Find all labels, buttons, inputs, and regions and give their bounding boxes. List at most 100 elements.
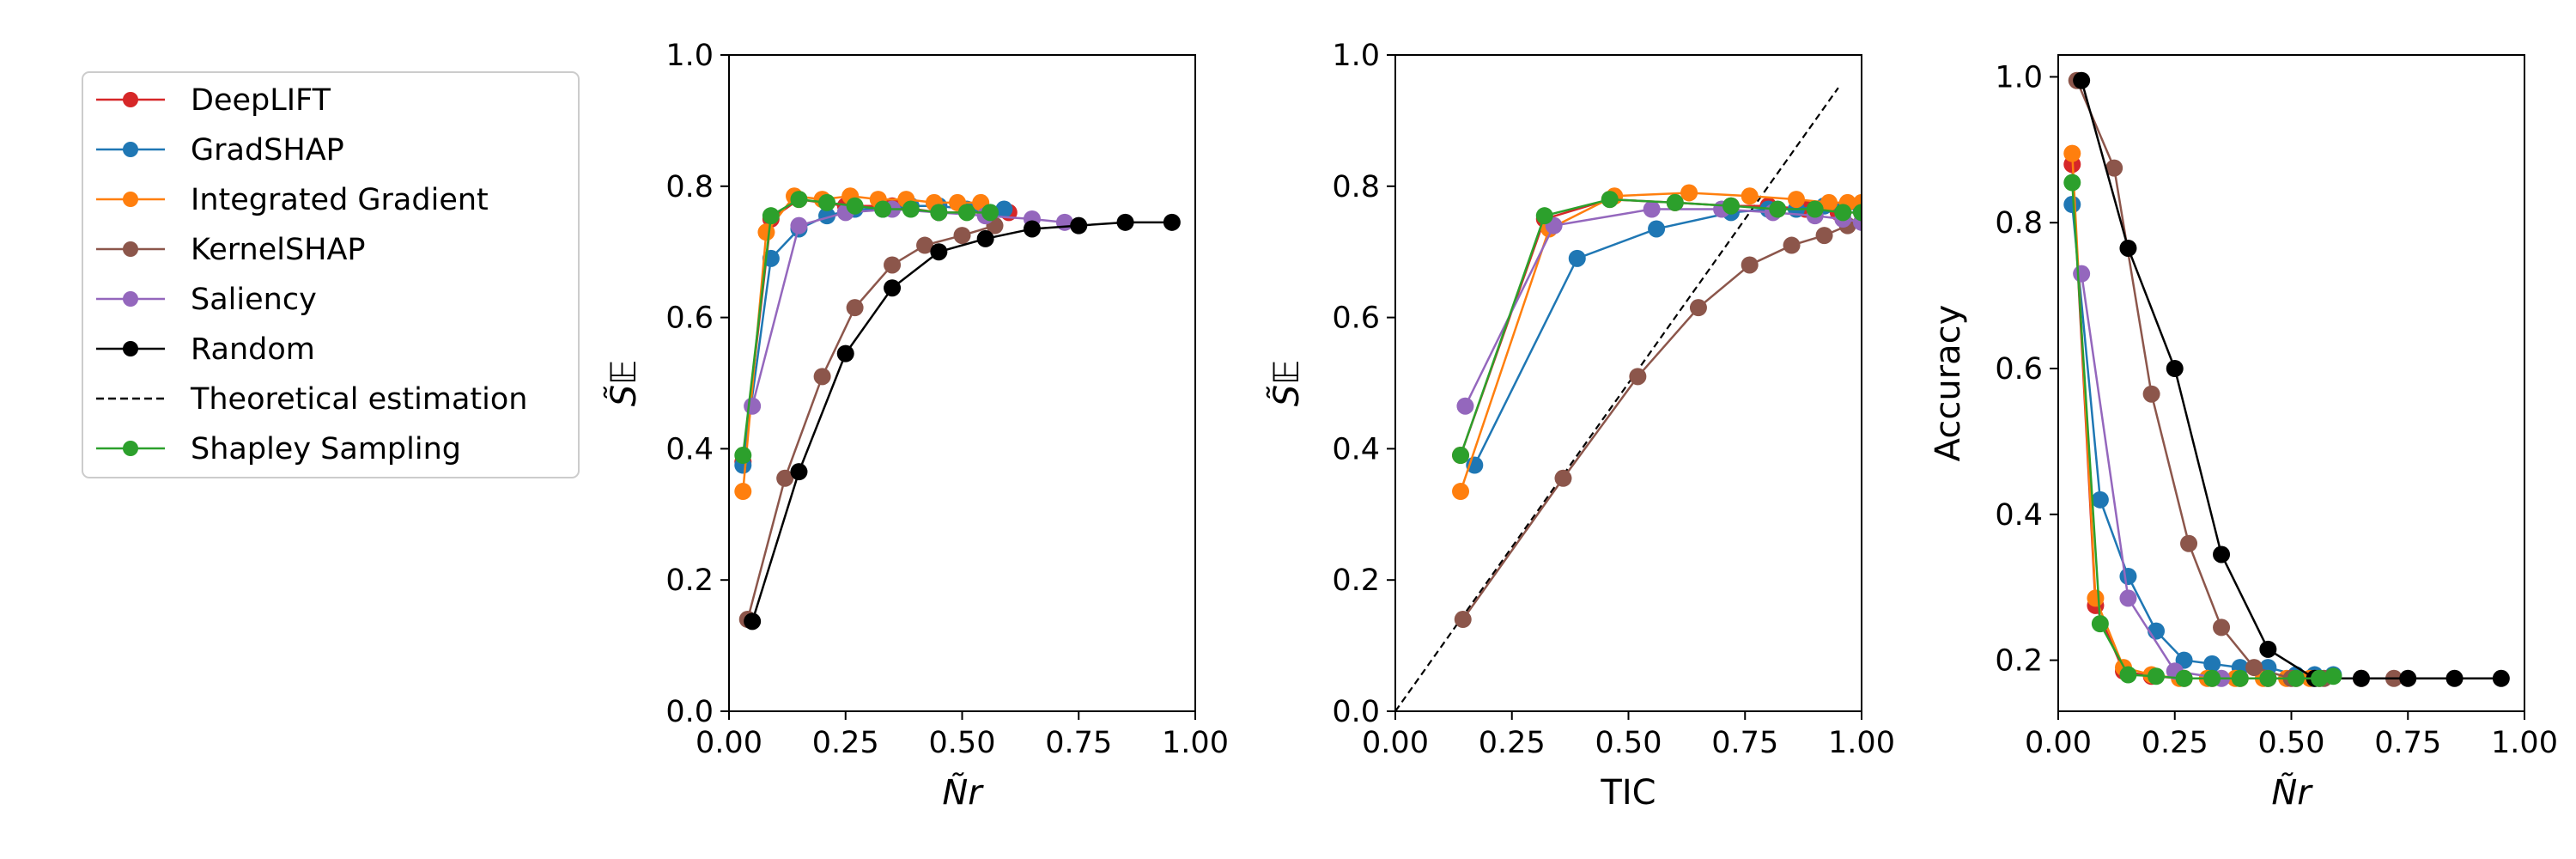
data-point-random <box>2259 640 2277 658</box>
series-line-integrated-gradient <box>742 194 981 492</box>
series-line-integrated-gradient <box>1459 192 1862 492</box>
legend-item-shapley-sampling: Shapley Sampling <box>96 432 461 466</box>
data-point-integrated-gradient <box>2087 589 2105 607</box>
y-axis-label: Accuracy <box>1929 305 1968 462</box>
data-point-random <box>836 344 854 362</box>
data-point-shapley-sampling <box>846 197 864 215</box>
legend-marker <box>123 291 138 307</box>
legend-label: Shapley Sampling <box>191 432 461 466</box>
series-line-deeplift <box>1459 198 1862 456</box>
series-random <box>744 213 1181 631</box>
x-tick-label: 0.75 <box>2374 726 2441 760</box>
data-point-shapley-sampling <box>2148 667 2166 685</box>
data-point-shapley-sampling <box>2311 669 2329 687</box>
data-point-integrated-gradient <box>1820 193 1838 211</box>
data-point-shapley-sampling <box>902 200 920 218</box>
y-tick-label: 0.8 <box>665 170 714 204</box>
legend-frame <box>82 71 580 478</box>
legend-label: GradSHAP <box>191 133 344 168</box>
data-point-shapley-sampling <box>2287 669 2305 687</box>
axes-frame <box>728 54 1196 712</box>
data-point-gradshap <box>2203 655 2221 673</box>
legend-marker <box>123 92 138 107</box>
y-tick-label: 0.2 <box>665 564 714 598</box>
series-kernelshap <box>1454 216 1856 629</box>
data-point-kernelshap <box>2213 618 2231 637</box>
series-line-gradshap <box>2071 204 2334 676</box>
data-point-gradshap <box>2119 567 2137 585</box>
legend-item-deeplift: DeepLIFT <box>96 83 331 118</box>
chart-panel-2: 0.00 0.25 0.50 0.75 1.00 0.0 0.2 0.4 0.6 0.8 1.0 TI… <box>1266 39 1895 813</box>
series-integrated-gradient <box>1452 184 1862 501</box>
data-point-kernelshap <box>1741 256 1759 274</box>
legend-label: KernelSHAP <box>191 233 366 267</box>
legend-marker <box>123 341 138 356</box>
x-axis-label: TIC <box>1600 773 1656 813</box>
data-point-saliency <box>2073 265 2091 283</box>
axes-frame <box>1394 54 1862 712</box>
data-point-saliency <box>1456 397 1474 415</box>
data-point-saliency <box>744 397 762 415</box>
data-point-shapley-sampling <box>1601 191 1619 209</box>
series-integrated-gradient <box>734 187 990 501</box>
chart-panel-3: 0.00 0.25 0.50 0.75 1.00 0.2 0.4 0.6 0.8 1.0 Ñr Acc… <box>1929 54 2558 813</box>
x-tick-label: 1.00 <box>1162 726 1229 760</box>
legend-marker <box>123 192 138 207</box>
data-point-shapley-sampling <box>1535 207 1553 225</box>
data-point-random <box>1070 216 1088 235</box>
y-tick-label: 1.0 <box>665 39 714 73</box>
series-gradshap <box>734 197 1013 474</box>
legend-marker <box>123 241 138 257</box>
data-point-random <box>884 279 902 297</box>
data-point-shapley-sampling <box>2175 669 2193 687</box>
data-point-shapley-sampling <box>930 204 948 222</box>
legend-label: Integrated Gradient <box>191 183 489 217</box>
data-point-kernelshap <box>846 299 864 317</box>
series-line-saliency <box>1464 208 1862 407</box>
plot-area <box>734 187 1181 631</box>
series-saliency <box>2073 265 2324 687</box>
data-point-kernelshap <box>1783 236 1801 254</box>
data-point-gradshap <box>995 200 1013 218</box>
series-shapley-sampling <box>1452 191 1862 465</box>
x-axis-label: Ñr <box>942 771 984 813</box>
data-point-random <box>2166 360 2184 378</box>
y-tick-label: 1.0 <box>1995 60 2043 94</box>
data-point-kernelshap <box>953 227 971 245</box>
data-point-integrated-gradient <box>757 223 775 241</box>
y-tick-label: 0.4 <box>1332 432 1380 466</box>
data-point-random <box>2492 669 2510 687</box>
data-point-shapley-sampling <box>874 200 892 218</box>
data-point-shapley-sampling <box>818 193 836 211</box>
y-axis-label: S̃𝔼 <box>603 360 644 407</box>
y-tick-label: 0.6 <box>665 302 714 336</box>
x-tick-label: 0.25 <box>812 726 879 760</box>
legend-label: Saliency <box>191 283 317 317</box>
data-point-kernelshap <box>916 236 934 254</box>
data-point-shapley-sampling <box>762 207 780 225</box>
series-line-random <box>750 221 1172 622</box>
data-point-saliency <box>2119 589 2137 607</box>
data-point-kernelshap <box>2142 385 2160 403</box>
y-tick-label: 0.2 <box>1332 564 1380 598</box>
data-point-kernelshap <box>2245 659 2263 677</box>
legend-item-gradshap: GradSHAP <box>96 133 344 168</box>
plot-area <box>2063 71 2510 687</box>
data-point-gradshap <box>818 207 836 225</box>
data-point-kernelshap <box>1815 227 1833 245</box>
data-point-random <box>2119 239 2137 257</box>
data-point-random <box>930 243 948 261</box>
y-tick-label: 0.8 <box>1332 170 1380 204</box>
data-point-random <box>2399 669 2417 687</box>
data-point-shapley-sampling <box>957 204 975 222</box>
data-point-shapley-sampling <box>1722 197 1740 215</box>
legend-item-kernelshap: KernelSHAP <box>96 233 366 267</box>
chart-panel-1: 0.00 0.25 0.50 0.75 1.00 0.0 0.2 0.4 0.6 0.8 1.0 Ñr… <box>603 39 1229 813</box>
data-point-integrated-gradient <box>1787 191 1805 209</box>
data-point-random <box>1023 220 1041 238</box>
y-tick-label: 0.6 <box>1995 352 2043 387</box>
data-point-random <box>2073 71 2091 89</box>
series-line-shapley-sampling <box>742 198 991 456</box>
x-tick-label: 0.50 <box>1595 726 1662 760</box>
data-point-shapley-sampling <box>1834 204 1852 222</box>
